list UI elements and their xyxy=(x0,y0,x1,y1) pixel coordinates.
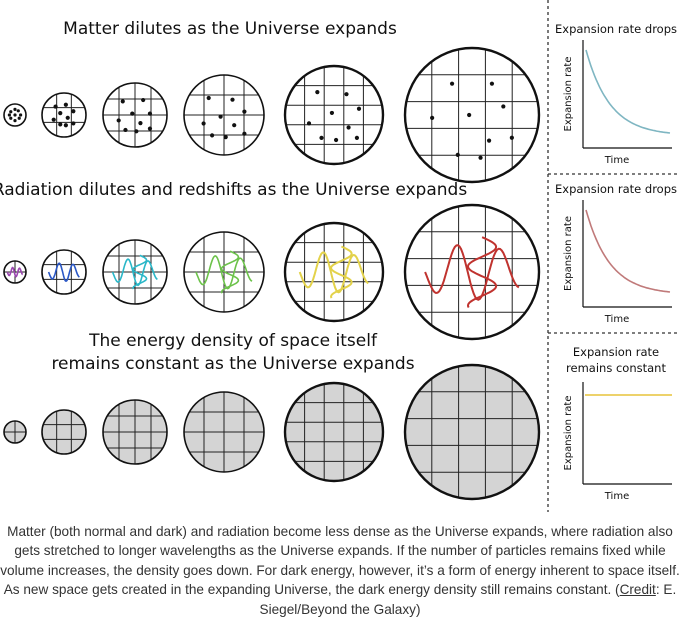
expansion-diagram: Matter dilutes as the Universe expands R… xyxy=(0,0,680,512)
row3-universe-5 xyxy=(283,381,385,483)
panel-2-chart: Expansion rate Time xyxy=(563,200,672,325)
row3-universe-6 xyxy=(403,363,541,501)
credit-text: : E. Siegel/Beyond the Galaxy) xyxy=(259,582,677,617)
panel-1-title: Expansion rate drops xyxy=(555,22,677,36)
x-axis-label: Time xyxy=(604,491,629,502)
y-axis-label: Expansion rate xyxy=(563,216,574,291)
expansion-rate-curve xyxy=(585,49,671,134)
credit-link[interactable]: Credit xyxy=(619,582,656,598)
expansion-rate-curve xyxy=(585,209,671,293)
row2-universe-5 xyxy=(283,221,385,323)
row1-universe-5 xyxy=(283,64,385,166)
credit-open-paren: ( xyxy=(615,582,620,598)
radiation-row-title: Radiation dilutes and redshifts as the U… xyxy=(0,180,467,200)
y-axis-label: Expansion rate xyxy=(563,57,574,132)
row2-universe-3 xyxy=(102,239,168,305)
panel-1-chart: Expansion rate Time xyxy=(563,40,672,166)
row2-universe-2 xyxy=(41,249,87,295)
figure-caption: Matter (both normal and dark) and radiat… xyxy=(0,522,680,619)
row1-universe-4 xyxy=(183,74,265,156)
row2-universe-4 xyxy=(183,231,265,313)
row1-universe-2 xyxy=(41,92,87,138)
dark-energy-row-title-line1: The energy density of space itself xyxy=(88,331,378,351)
row3-universe-2 xyxy=(41,409,87,455)
caption-text: Matter (both normal and dark) and radiat… xyxy=(0,524,680,598)
row3-universe-4 xyxy=(183,391,265,473)
row1-universe-3 xyxy=(102,82,168,148)
panel-3-chart: Expansion rate Time xyxy=(563,382,672,502)
panel-3-title-line2: remains constant xyxy=(566,361,666,375)
caption-credit: (Credit: E. Siegel/Beyond the Galaxy) xyxy=(260,582,677,616)
y-axis-label: Expansion rate xyxy=(563,396,574,471)
row1-universe-6 xyxy=(403,46,541,184)
matter-row-title: Matter dilutes as the Universe expands xyxy=(63,19,397,39)
row1-universe-1 xyxy=(3,103,27,127)
panel-3-title-line1: Expansion rate xyxy=(573,345,659,359)
row2-universe-6 xyxy=(403,203,541,341)
panel-2-title: Expansion rate drops xyxy=(555,182,677,196)
dark-energy-row-title-line2: remains constant as the Universe expands xyxy=(51,354,414,374)
x-axis-label: Time xyxy=(604,155,629,166)
x-axis-label: Time xyxy=(604,314,629,325)
row2-universe-1 xyxy=(3,260,27,284)
row3-universe-1 xyxy=(3,420,27,444)
row3-universe-3 xyxy=(102,399,168,465)
